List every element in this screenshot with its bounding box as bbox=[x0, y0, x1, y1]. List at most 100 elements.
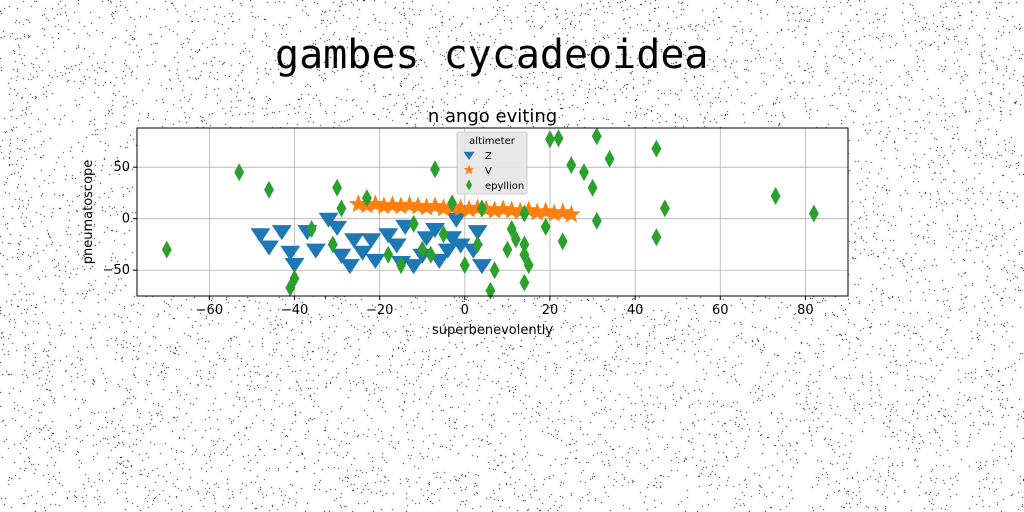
data-point bbox=[519, 235, 530, 254]
data-point bbox=[579, 163, 589, 182]
y-axis-label: pneumatoscope bbox=[81, 160, 96, 265]
legend-box bbox=[456, 131, 528, 195]
data-point bbox=[327, 235, 338, 254]
data-point bbox=[485, 281, 496, 300]
data-point bbox=[361, 233, 382, 249]
data-point bbox=[429, 253, 450, 269]
data-point bbox=[451, 198, 471, 217]
x-tick-label: −40 bbox=[281, 303, 308, 318]
data-point bbox=[259, 240, 279, 256]
data-point bbox=[378, 228, 399, 244]
data-point bbox=[651, 228, 662, 247]
data-point bbox=[348, 194, 368, 213]
data-point bbox=[446, 212, 467, 228]
y-tick-label: 50 bbox=[113, 160, 130, 175]
data-point bbox=[493, 199, 513, 218]
data-point bbox=[540, 217, 551, 236]
data-point bbox=[284, 258, 305, 273]
data-point bbox=[591, 127, 602, 146]
data-point bbox=[459, 256, 470, 275]
data-point bbox=[519, 273, 530, 292]
x-tick-label: 20 bbox=[542, 303, 559, 318]
data-point bbox=[604, 149, 615, 168]
data-point bbox=[361, 189, 372, 208]
plot-frame bbox=[136, 127, 849, 297]
x-tick-label: 40 bbox=[627, 303, 644, 318]
data-point bbox=[544, 203, 564, 222]
data-point bbox=[399, 195, 420, 214]
data-point bbox=[234, 163, 245, 182]
data-points bbox=[161, 127, 819, 300]
data-point bbox=[459, 199, 479, 218]
legend-entry: Z bbox=[485, 151, 492, 162]
data-point bbox=[318, 212, 339, 228]
data-point bbox=[425, 223, 445, 238]
data-point bbox=[382, 195, 402, 214]
data-point bbox=[476, 199, 487, 218]
data-point bbox=[566, 156, 577, 175]
x-axis-label: superbenevolently bbox=[432, 323, 553, 338]
data-point bbox=[770, 187, 781, 205]
data-point bbox=[408, 214, 419, 233]
data-point bbox=[327, 220, 348, 236]
x-tick-label: −20 bbox=[366, 303, 393, 318]
data-point bbox=[489, 261, 500, 280]
data-point bbox=[485, 200, 505, 219]
data-point bbox=[386, 238, 407, 254]
data-point bbox=[374, 196, 394, 215]
y-tick-label: 0 bbox=[122, 212, 130, 227]
data-point bbox=[438, 225, 449, 244]
data-point bbox=[344, 233, 365, 249]
data-point bbox=[264, 180, 274, 199]
data-point bbox=[450, 238, 471, 254]
data-point bbox=[416, 231, 437, 247]
data-point bbox=[510, 230, 521, 249]
data-point bbox=[305, 243, 326, 259]
data-point bbox=[591, 211, 602, 230]
data-point bbox=[336, 199, 347, 218]
data-point bbox=[433, 198, 454, 217]
data-point bbox=[506, 220, 517, 238]
data-point bbox=[271, 225, 292, 241]
x-tick-label: −60 bbox=[196, 303, 223, 318]
series-epyllion bbox=[161, 127, 819, 300]
data-point bbox=[545, 130, 555, 149]
data-point bbox=[425, 245, 436, 264]
x-tick-label: 60 bbox=[712, 303, 729, 318]
data-point bbox=[430, 160, 440, 179]
data-point bbox=[417, 240, 428, 259]
data-point bbox=[403, 259, 424, 275]
x-tick-label: 0 bbox=[461, 303, 469, 318]
data-point bbox=[383, 245, 394, 264]
data-point bbox=[553, 129, 564, 148]
legend-entry: V bbox=[485, 166, 492, 177]
legend-entry: epyllion bbox=[485, 181, 524, 192]
data-point bbox=[437, 243, 458, 259]
axis-ticks: −60 −40 −20 0 20 40 60 80 −50 0 50 bbox=[103, 160, 814, 318]
data-point bbox=[523, 256, 534, 275]
page-heading: gambes cycadeoidea bbox=[275, 32, 709, 78]
data-point bbox=[519, 245, 530, 264]
data-point bbox=[519, 204, 530, 223]
x-tick-label: 80 bbox=[797, 303, 814, 318]
chart-title: n ango eviting bbox=[428, 106, 557, 127]
data-point bbox=[472, 235, 483, 254]
data-point bbox=[396, 256, 406, 275]
legend-marker bbox=[463, 164, 475, 175]
data-point bbox=[808, 204, 819, 223]
legend-marker bbox=[463, 151, 475, 160]
data-point bbox=[352, 245, 373, 261]
data-point bbox=[659, 199, 670, 218]
data-point bbox=[467, 225, 488, 241]
data-point bbox=[408, 196, 428, 215]
data-point bbox=[331, 248, 352, 264]
data-point bbox=[416, 197, 437, 216]
data-point bbox=[561, 204, 581, 223]
data-point bbox=[250, 228, 271, 244]
data-point bbox=[306, 220, 317, 238]
data-point bbox=[332, 178, 343, 197]
data-point bbox=[527, 202, 547, 221]
data-point bbox=[447, 194, 458, 213]
